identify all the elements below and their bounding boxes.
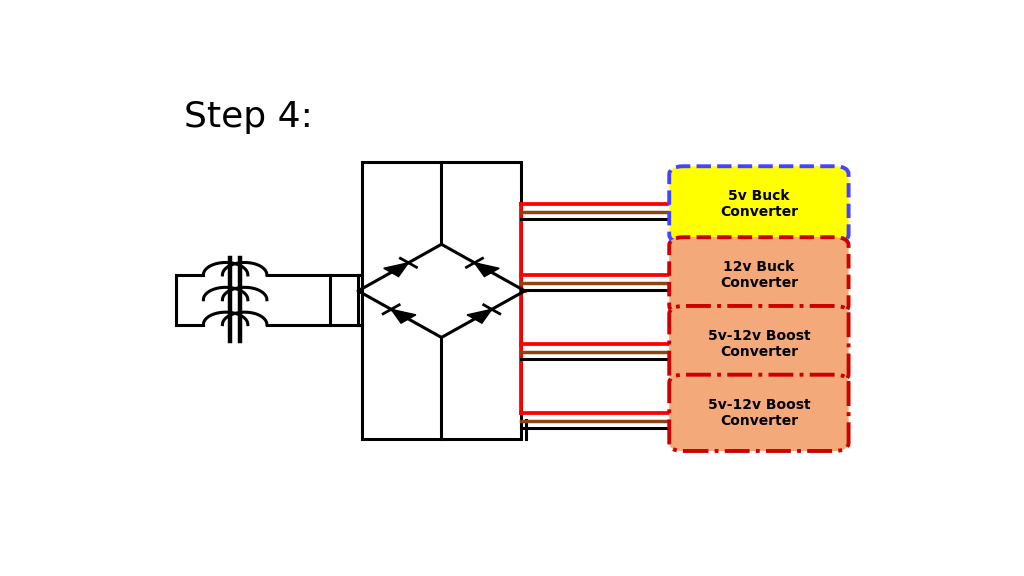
Text: 5v-12v Boost
Converter: 5v-12v Boost Converter <box>708 398 810 428</box>
Polygon shape <box>467 309 492 323</box>
Polygon shape <box>474 263 499 276</box>
Text: 5v-12v Boost
Converter: 5v-12v Boost Converter <box>708 329 810 359</box>
FancyBboxPatch shape <box>670 375 849 451</box>
Text: 5v Buck
Converter: 5v Buck Converter <box>720 190 798 219</box>
FancyBboxPatch shape <box>670 237 849 313</box>
Bar <box>362 162 521 439</box>
Polygon shape <box>391 309 416 323</box>
Polygon shape <box>384 263 409 276</box>
FancyBboxPatch shape <box>670 306 849 382</box>
Text: 12v Buck
Converter: 12v Buck Converter <box>720 260 798 290</box>
Text: Step 4:: Step 4: <box>183 100 312 134</box>
FancyBboxPatch shape <box>670 166 849 242</box>
